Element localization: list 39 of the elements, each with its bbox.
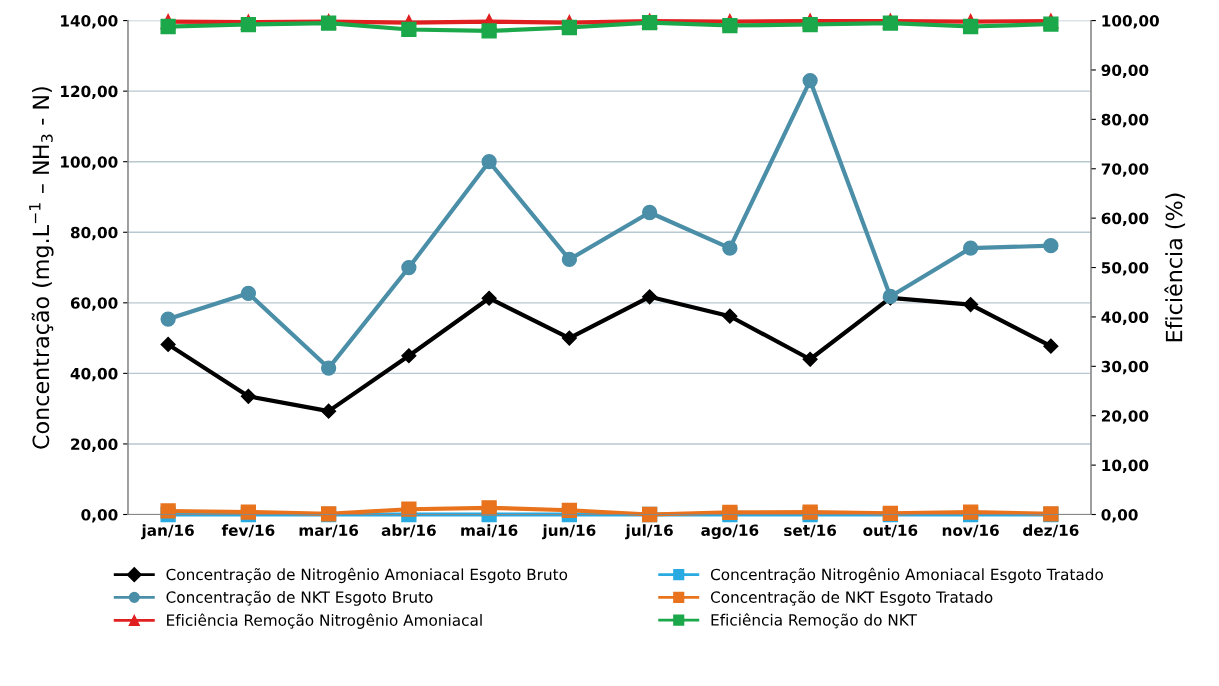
y-tick-label: 60,00 bbox=[70, 297, 118, 311]
y-tick-label: 40,00 bbox=[70, 367, 118, 382]
y2-tick-label: 90,00 bbox=[1101, 64, 1149, 78]
x-tick-label: mar/16 bbox=[299, 524, 359, 538]
x-tick-label: jun/16 bbox=[541, 524, 596, 540]
x-tick-label: abr/16 bbox=[381, 524, 436, 538]
x-tick-label: set/16 bbox=[784, 524, 837, 538]
y2-tick-label: 80,00 bbox=[1101, 113, 1149, 128]
y2-tick-label: 10,00 bbox=[1102, 459, 1149, 474]
y2-tick-label: 0,00 bbox=[1101, 508, 1138, 523]
y-tick-label: 20,00 bbox=[71, 438, 118, 452]
x-tick-label: ago/16 bbox=[701, 524, 759, 540]
legend-label: Concentração de NKT Esgoto Bruto bbox=[166, 590, 433, 606]
y-tick-label: 80,00 bbox=[70, 226, 118, 241]
y-tick-label: 140,00 bbox=[61, 15, 118, 29]
y-tick-label: 120,00 bbox=[61, 85, 118, 100]
y-tick-label: 100,00 bbox=[61, 156, 118, 170]
y2-tick-label: 100,00 bbox=[1102, 15, 1159, 29]
x-tick-label: fev/16 bbox=[221, 524, 275, 538]
y2-tick-label: 40,00 bbox=[1101, 311, 1149, 325]
y2-tick-label: 50,00 bbox=[1101, 262, 1149, 276]
y2-tick-label: 20,00 bbox=[1101, 410, 1149, 424]
y2-tick-label: 60,00 bbox=[1101, 212, 1149, 227]
x-tick-label: mai/16 bbox=[461, 524, 518, 538]
legend-label: Eficiência Remoção Nitrogênio Amoniacal bbox=[167, 613, 482, 629]
legend-label: Concentração de NKT Esgoto Tratado bbox=[710, 590, 993, 606]
x-tick-label: jul/16 bbox=[625, 524, 673, 540]
legend-label: Eficiência Remoção do NKT bbox=[711, 613, 917, 629]
x-tick-label: jan/16 bbox=[140, 524, 194, 540]
y2-tick-label: 30,00 bbox=[1101, 360, 1149, 375]
y2-axis-title: Eficiência (%) bbox=[1164, 193, 1186, 342]
y-tick-label: 0,00 bbox=[81, 508, 118, 523]
y2-tick-label: 70,00 bbox=[1101, 163, 1149, 177]
legend-label: Concentração Nitrogênio Amoniacal Esgoto Tratado bbox=[710, 567, 1103, 584]
x-tick-label: nov/16 bbox=[942, 524, 999, 538]
y-axis-title: Concentração (mg.L$^{−1}$ – NH$_{3}$ - N) bbox=[29, 87, 54, 449]
x-tick-label: out/16 bbox=[863, 524, 918, 538]
x-tick-label: dez/16 bbox=[1023, 524, 1079, 538]
legend-label: Concentração de Nitrogênio Amoniacal Esgoto Bruto bbox=[166, 567, 568, 584]
